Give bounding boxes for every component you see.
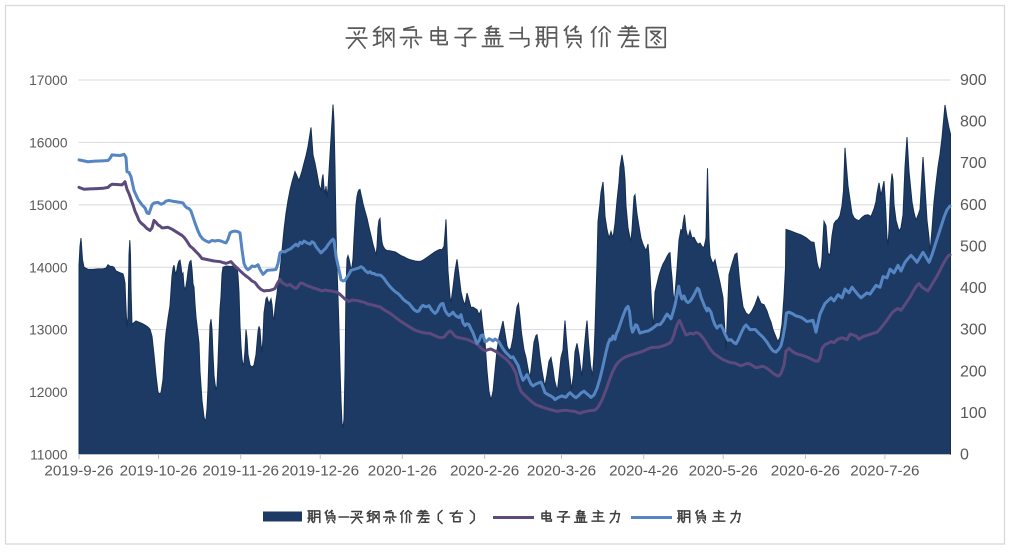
svg-text:0: 0 <box>960 447 969 464</box>
svg-text:2020-1-26: 2020-1-26 <box>368 463 437 480</box>
svg-text:800: 800 <box>960 114 987 131</box>
svg-text:300: 300 <box>960 322 987 339</box>
svg-text:17000: 17000 <box>29 73 68 88</box>
svg-text:2019-9-26: 2019-9-26 <box>44 463 113 480</box>
svg-text:200: 200 <box>960 363 987 380</box>
svg-text:2020-2-26: 2020-2-26 <box>450 463 519 480</box>
svg-text:700: 700 <box>960 155 987 172</box>
svg-text:2019-10-26: 2019-10-26 <box>120 463 198 480</box>
svg-text:2020-6-26: 2020-6-26 <box>771 463 840 480</box>
svg-text:500: 500 <box>960 238 987 255</box>
svg-text:600: 600 <box>960 197 987 214</box>
svg-text:16000: 16000 <box>29 135 68 150</box>
svg-text:100: 100 <box>960 405 987 422</box>
svg-text:2020-3-26: 2020-3-26 <box>527 463 596 480</box>
svg-text:14000: 14000 <box>29 260 68 275</box>
svg-text:2020-7-26: 2020-7-26 <box>850 463 919 480</box>
svg-text:2019-12-26: 2019-12-26 <box>281 463 359 480</box>
svg-text:13000: 13000 <box>29 323 68 338</box>
svg-text:400: 400 <box>960 280 987 297</box>
svg-text:2020-5-26: 2020-5-26 <box>689 463 758 480</box>
svg-text:900: 900 <box>960 72 987 89</box>
svg-text:15000: 15000 <box>29 198 68 213</box>
svg-text:12000: 12000 <box>29 385 68 400</box>
svg-text:11000: 11000 <box>30 448 68 463</box>
svg-text:2020-4-26: 2020-4-26 <box>609 463 678 480</box>
svg-text:2019-11-26: 2019-11-26 <box>202 463 279 480</box>
